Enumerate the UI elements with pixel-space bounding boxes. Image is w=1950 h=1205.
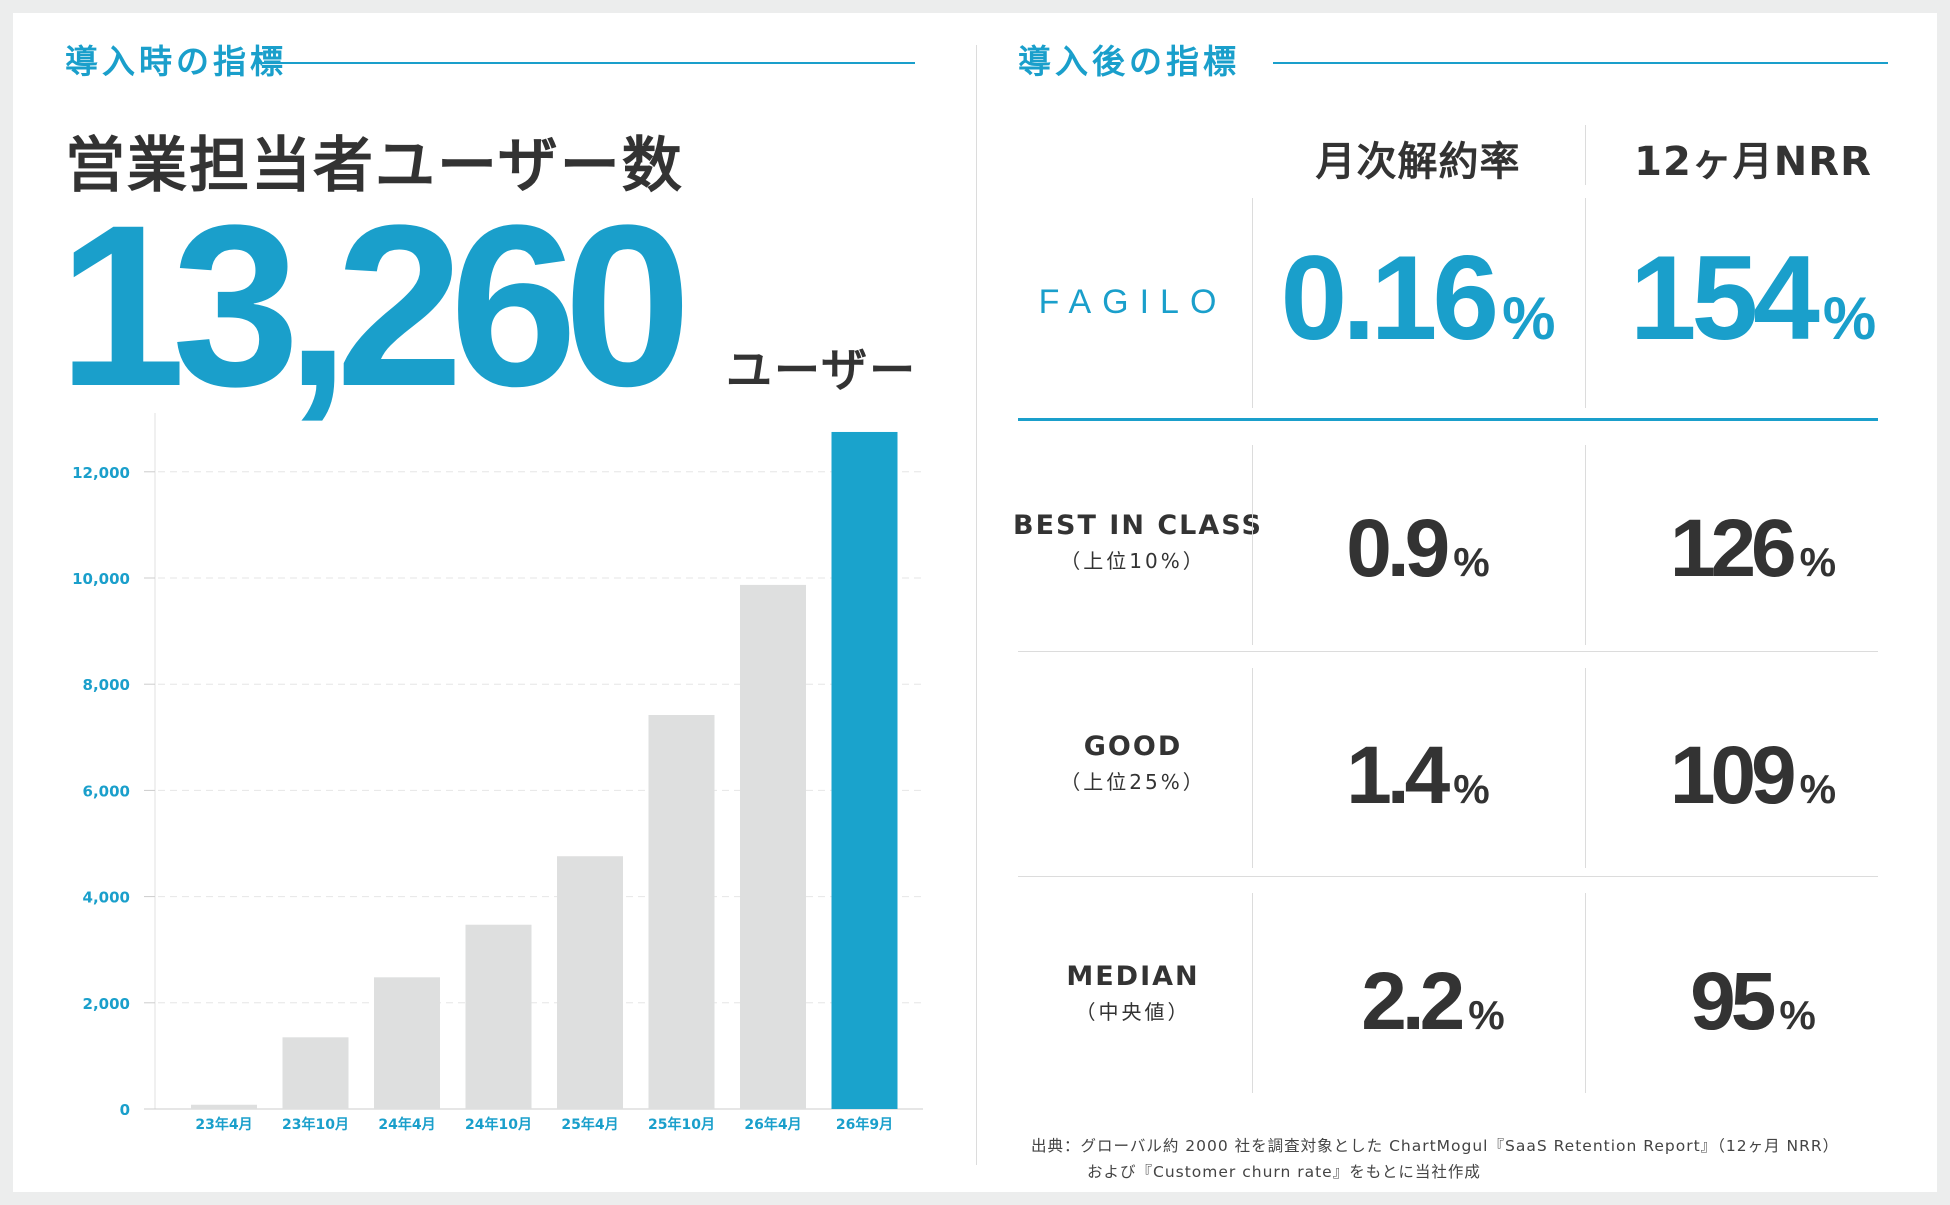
- bar: [648, 714, 715, 1109]
- y-tick-label: 2,000: [83, 995, 130, 1013]
- row-label-best-in-class: BEST IN CLASS （上位10%）: [1013, 510, 1263, 573]
- bar: [282, 1037, 349, 1109]
- user-count-value: 13,260: [58, 177, 691, 434]
- y-tick-label: 4,000: [83, 889, 130, 907]
- right-section-label: 導入後の指標: [1018, 42, 1240, 81]
- row-divider-v: [1252, 668, 1253, 868]
- bar: [831, 431, 898, 1110]
- column-header-churn: 月次解約率: [1315, 139, 1521, 185]
- row-divider-v: [1585, 198, 1586, 408]
- good-churn: 1.4%: [1346, 730, 1490, 821]
- x-tick-label: 25年4月: [561, 1116, 618, 1133]
- y-tick-label: 6,000: [83, 782, 130, 800]
- left-section-rule: [255, 62, 915, 64]
- bar: [557, 856, 623, 1109]
- row-divider-v: [1252, 198, 1253, 408]
- x-tick-label: 25年10月: [648, 1116, 715, 1133]
- row-divider-v: [1585, 445, 1586, 645]
- good-nrr: 109%: [1669, 730, 1837, 821]
- x-tick-label: 23年10月: [282, 1116, 349, 1133]
- y-tick-label: 8,000: [83, 676, 130, 694]
- median-churn: 2.2%: [1361, 956, 1505, 1047]
- source-line-1: 出典：グローバル約 2000 社を調査対象とした ChartMogul『SaaS…: [1031, 1137, 1840, 1155]
- user-count-title: 営業担当者ユーザー数: [65, 131, 684, 201]
- y-tick-label: 0: [120, 1101, 130, 1119]
- column-header-nrr: 12ヶ月NRR: [1634, 139, 1872, 185]
- bar: [740, 584, 806, 1109]
- source-note: 出典：グローバル約 2000 社を調査対象とした ChartMogul『SaaS…: [1031, 1133, 1839, 1185]
- best-in-class-nrr: 126%: [1669, 503, 1837, 594]
- y-tick-label: 10,000: [72, 570, 130, 588]
- x-tick-label: 24年10月: [465, 1116, 532, 1133]
- row-divider-v: [1252, 893, 1253, 1093]
- user-count-unit: ユーザー: [726, 343, 918, 397]
- row-label-median: MEDIAN （中央値）: [1066, 961, 1200, 1024]
- median-nrr: 95%: [1690, 956, 1816, 1047]
- x-tick-label: 23年4月: [195, 1116, 252, 1133]
- best-in-class-churn: 0.9%: [1346, 503, 1490, 594]
- column-header-divider: [1585, 125, 1586, 185]
- x-tick-label: 24年4月: [378, 1116, 435, 1133]
- brand-separator: [1018, 418, 1878, 421]
- row-label-good: GOOD （上位25%）: [1060, 731, 1206, 794]
- fagilo-logo: FAGILO: [1038, 283, 1228, 321]
- infographic-card: 導入時の指標 営業担当者ユーザー数 13,260 ユーザー 0 2,000 4,00…: [13, 13, 1937, 1192]
- fagilo-nrr-value: 154%: [1629, 231, 1877, 365]
- bar: [191, 1104, 257, 1109]
- row-divider-v: [1585, 668, 1586, 868]
- row-divider-v: [1585, 893, 1586, 1093]
- row-divider-v: [1252, 445, 1253, 645]
- x-tick-label: 26年9月: [836, 1116, 893, 1133]
- bar: [374, 977, 440, 1109]
- x-tick-label: 26年4月: [744, 1116, 801, 1133]
- row-separator: [1018, 876, 1878, 877]
- center-divider: [976, 45, 977, 1165]
- fagilo-churn-value: 0.16%: [1280, 231, 1556, 365]
- right-section-rule: [1273, 62, 1888, 64]
- user-growth-bar-chart: 0 2,000 4,000 6,000 8,000 10,000 12,000 23年4月 23…: [72, 413, 923, 1133]
- y-tick-label: 12,000: [72, 464, 130, 482]
- source-line-2: および『Customer churn rate』をもとに当社作成: [1087, 1163, 1481, 1181]
- row-separator: [1018, 651, 1878, 652]
- bar: [465, 924, 532, 1109]
- left-section-label: 導入時の指標: [65, 42, 287, 81]
